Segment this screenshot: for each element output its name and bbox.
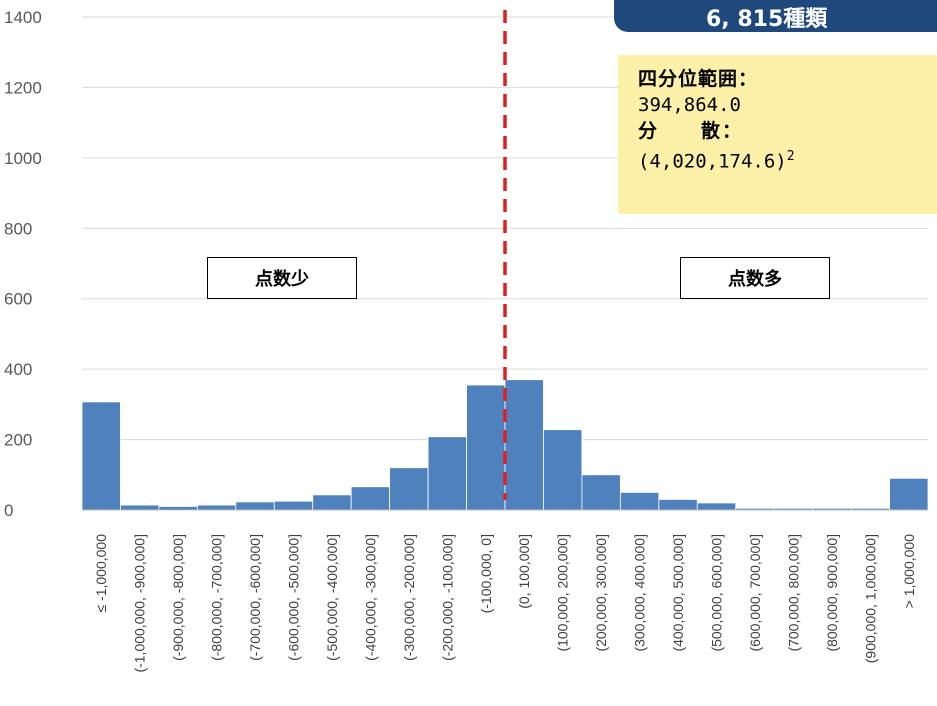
x-tick-label: (100,000, 200,000] (555, 534, 571, 652)
x-tick-label: (-400,000, -300,000] (362, 534, 378, 661)
x-axis-ticks: ≤ -1,000,000 (-1,000,000, -900,000] (-900,… (93, 534, 917, 673)
bar (196, 504, 237, 511)
x-tick-label: > 1,000,000 (901, 534, 917, 609)
x-tick-label: (-900,000, -800,000] (170, 534, 186, 661)
bar (427, 436, 467, 511)
x-tick-label: (-1,000,000, -900,000] (132, 534, 148, 673)
x-tick-label: (-600,000, -500,000] (286, 534, 302, 661)
y-axis-ticks: 0 200 400 600 800 1000 1200 1400 (4, 8, 42, 520)
x-tick-label: (300,000, 400,000] (632, 534, 648, 652)
bar (158, 506, 198, 511)
low-score-label: 点数少 (207, 257, 357, 299)
bar (658, 499, 698, 511)
x-tick-label: (900,000, 1,000,000] (862, 534, 878, 663)
x-tick-label: (-100,000, 0] (478, 534, 494, 613)
variance-exponent: 2 (786, 149, 795, 164)
stats-box: 四分位範囲： 394,864.0 分 散： (4,020,174.6)2 (618, 55, 937, 214)
bar (81, 401, 121, 511)
y-tick-label: 600 (4, 290, 32, 309)
bar (543, 429, 583, 511)
bar (466, 384, 506, 511)
x-tick-label: (800,000, 900,000] (824, 534, 840, 652)
x-tick-label: (-700,000, -600,000] (247, 534, 263, 661)
iqr-label: 四分位範囲： (638, 68, 759, 90)
bar (350, 486, 391, 511)
x-tick-label: (-800,000, -700,000] (209, 534, 225, 661)
x-tick-label: (-200,000, -100,000] (439, 534, 455, 661)
bar (889, 477, 929, 511)
low-score-text: 点数少 (255, 269, 309, 290)
bar (312, 494, 352, 511)
bar (389, 467, 429, 511)
variance-value-line: (4,020,174.6)2 (638, 144, 937, 174)
iqr-value: 394,864.0 (638, 94, 741, 116)
count-banner-text: 6, 815種類 (706, 7, 828, 32)
y-tick-label: 1200 (4, 78, 42, 97)
x-tick-label: (200,000, 300,000] (593, 534, 609, 652)
variance-label: 分 散： (638, 120, 744, 142)
x-tick-label: (500,000, 600,000] (709, 534, 725, 652)
y-tick-label: 400 (4, 360, 32, 379)
bar (619, 491, 660, 511)
x-tick-label: (400,000, 500,000] (670, 534, 686, 652)
y-tick-label: 800 (4, 219, 32, 238)
x-tick-label: (-300,000, -200,000] (401, 534, 417, 661)
y-tick-label: 200 (4, 431, 32, 450)
x-tick-label: (600,000, 700,000] (747, 534, 763, 652)
y-tick-label: 0 (4, 501, 13, 520)
bar (235, 501, 275, 511)
high-score-text: 点数多 (728, 269, 782, 290)
y-tick-label: 1000 (4, 149, 42, 168)
high-score-label: 点数多 (680, 257, 830, 299)
variance-value: (4,020,174.6) (638, 150, 787, 173)
bar (581, 474, 621, 511)
bars (81, 379, 929, 511)
x-tick-label: (-500,000, -400,000] (324, 534, 340, 661)
bar (273, 500, 314, 511)
bar (696, 502, 737, 511)
bar (504, 379, 544, 511)
count-banner: 6, 815種類 (614, 0, 937, 32)
y-tick-label: 1400 (4, 8, 42, 27)
bar (120, 504, 160, 511)
x-tick-label: (0, 100,000] (516, 534, 532, 609)
x-tick-label: ≤ -1,000,000 (93, 534, 109, 613)
x-tick-label: (700,000, 800,000] (785, 534, 801, 652)
